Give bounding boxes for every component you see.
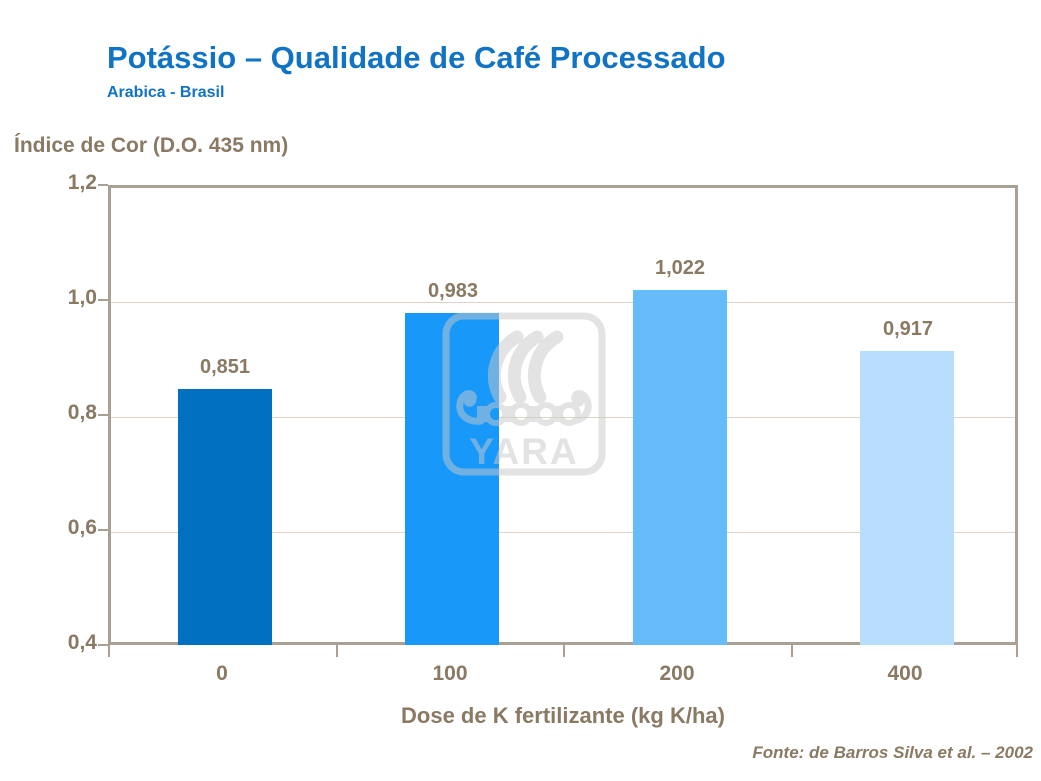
chart-subtitle: Arabica - Brasil [107,84,225,101]
bar-value-label: 0,851 [199,356,251,378]
yara-watermark: YARA [441,311,607,482]
y-tick-mark [98,299,108,301]
x-tick-mark [336,645,338,657]
x-tick-mark [791,645,793,657]
x-tick-label: 200 [659,662,695,685]
chart-title: Potássio – Qualidade de Café Processado [107,40,726,75]
x-axis-title: Dose de K fertilizante (kg K/ha) [401,703,725,728]
y-tick-label: 0,6 [67,516,97,539]
y-tick-label: 1,2 [67,171,97,194]
x-tick-mark [108,645,110,657]
y-tick-mark [98,644,108,646]
y-tick-mark [98,414,108,416]
y-tick-mark [98,529,108,531]
plot-area: 0,851 0,983 1,022 0,917 [108,185,1018,645]
y-axis-title: Índice de Cor (D.O. 435 nm) [14,134,289,157]
y-tick-label: 1,0 [67,286,97,309]
gridline [111,532,1015,533]
bar-200 [633,290,727,645]
bar-value-label: 1,022 [654,257,706,279]
bar-value-label: 0,917 [882,318,934,340]
bar-0 [178,389,272,645]
x-tick-label: 100 [432,662,468,685]
x-tick-label: 400 [887,662,923,685]
y-tick-label: 0,4 [67,631,97,654]
bar-value-label: 0,983 [427,280,479,302]
y-tick-mark [98,184,108,186]
x-tick-label: 0 [216,662,228,685]
source-note: Fonte: de Barros Silva et al. – 2002 [752,743,1033,762]
gridline [111,302,1015,303]
x-tick-mark [563,645,565,657]
bar-400 [860,351,954,645]
yara-viking-ship-icon: YARA [441,311,607,477]
x-tick-mark [1016,645,1018,657]
y-tick-label: 0,8 [67,401,97,424]
